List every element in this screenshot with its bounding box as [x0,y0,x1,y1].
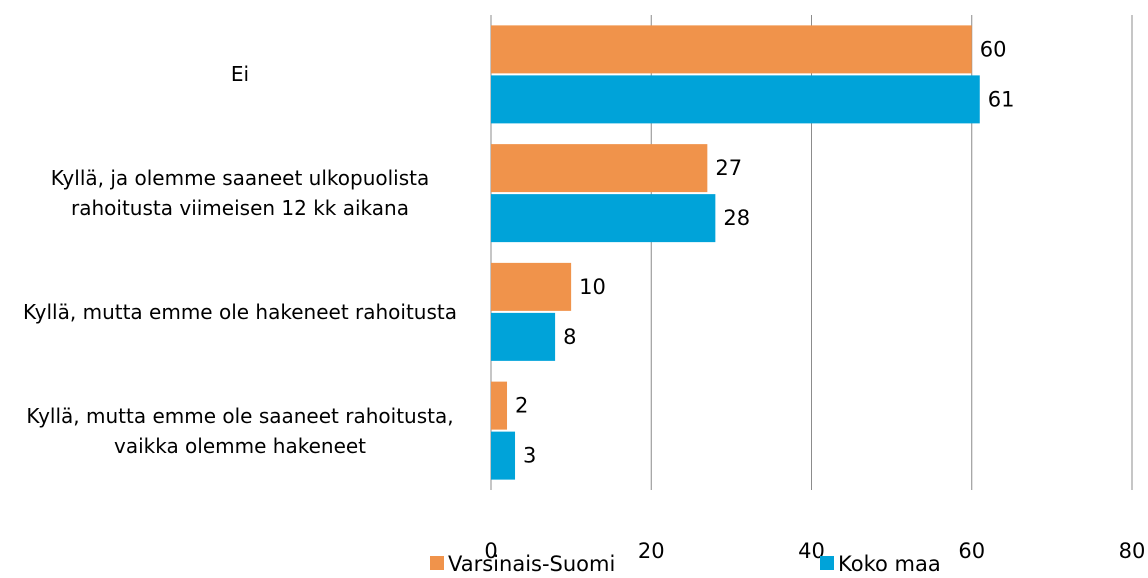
legend-swatch [820,556,834,570]
x-tick-label: 80 [1119,539,1146,563]
data-label: 10 [579,275,606,299]
data-label: 27 [715,156,742,180]
bar [491,262,572,311]
legend-label: Koko maa [838,552,941,576]
x-tick-label: 20 [638,539,665,563]
data-label: 28 [723,206,750,230]
x-tick-label: 60 [958,539,985,563]
bar [491,312,556,361]
bar [491,194,716,243]
y-tick-label: Ei [230,62,250,87]
bar [491,381,508,430]
data-label: 2 [515,394,528,418]
legend-label: Varsinais-Suomi [448,552,615,576]
bar [491,25,972,74]
data-label: 60 [980,37,1007,61]
y-tick-label: Kyllä, mutta emme ole saaneet rahoitusta… [26,403,454,458]
bar [491,75,980,124]
y-tick-label: Kyllä, ja olemme saaneet ulkopuolista ra… [50,166,430,221]
data-label: 8 [563,325,576,349]
legend-swatch [430,556,444,570]
bar [491,144,708,193]
y-tick-label: Kyllä, mutta emme ole hakeneet rahoitust… [23,299,457,324]
x-tick-label: 0 [484,539,497,563]
bar [491,431,516,480]
data-label: 61 [988,87,1015,111]
data-label: 3 [523,444,536,468]
